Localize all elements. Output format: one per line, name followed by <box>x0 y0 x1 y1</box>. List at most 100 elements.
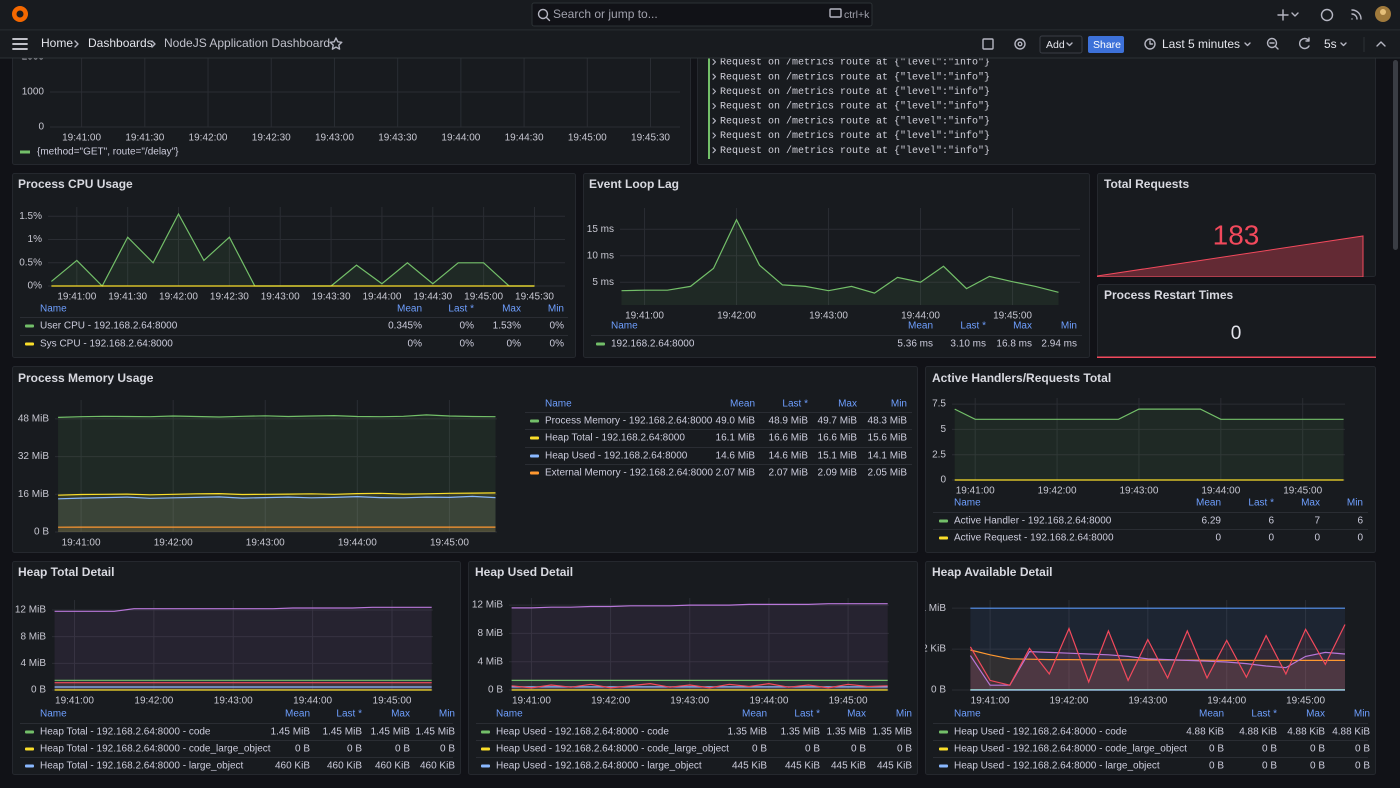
legend-header: Mean <box>397 304 422 315</box>
expand-icon <box>712 73 717 80</box>
legend-stat: 0 B <box>440 744 455 755</box>
series-line <box>969 624 1346 686</box>
area-fill <box>970 651 1345 690</box>
x-tick-label: 19:43:00 <box>261 292 300 303</box>
y-tick-label: 0 <box>940 475 946 486</box>
legend-header: Max <box>1013 321 1032 332</box>
legend-header: Max <box>847 709 866 720</box>
legend-stat: 4.88 KiB <box>1332 727 1370 738</box>
legend-swatch <box>530 419 539 423</box>
legend-swatch <box>481 730 490 734</box>
x-tick-label: 19:45:00 <box>829 696 868 707</box>
legend-stat: 2.07 MiB <box>769 468 809 479</box>
panel-title: Process Memory Usage <box>18 371 154 385</box>
legend-swatch <box>25 764 34 768</box>
time-picker[interactable]: Last 5 minutes <box>1144 37 1251 51</box>
breadcrumb[interactable]: Home <box>41 36 73 50</box>
legend-stat: 3.10 ms <box>950 339 986 350</box>
legend-stat: 0 B <box>395 744 410 755</box>
x-tick-label: 19:45:00 <box>373 696 412 707</box>
legend-swatch <box>530 454 539 458</box>
legend-stat: 0 B <box>1310 761 1325 772</box>
legend-stat: 49.0 MiB <box>716 416 756 427</box>
panel: Process Memory Usage 0 B 16 MiB 32 MiB 48 Mi… <box>12 366 918 553</box>
legend-stat: 445 KiB <box>831 761 866 772</box>
zoom-out-button[interactable] <box>1266 37 1279 50</box>
help-button[interactable] <box>1320 8 1334 22</box>
panel: Process Restart Times 0 <box>1097 284 1376 358</box>
x-tick-label: 19:44:00 <box>1201 486 1240 497</box>
menu-button[interactable] <box>12 38 28 50</box>
panel-bg <box>925 366 1376 553</box>
y-tick-label: 512 KiB <box>911 644 946 655</box>
refresh-interval[interactable]: 5s <box>1324 37 1347 51</box>
legend-stat: 14.1 MiB <box>868 451 908 462</box>
log-line: Request on /metrics route at {"level":"i… <box>720 71 990 83</box>
legend-stat: 445 KiB <box>732 761 767 772</box>
legend-header: Name <box>545 399 572 410</box>
legend-header: Last * <box>960 321 986 332</box>
avatar[interactable] <box>1375 6 1391 22</box>
legend-header: Name <box>611 321 638 332</box>
legend-label: Sys CPU - 192.168.2.64:8000 <box>40 339 173 350</box>
legend-label: Heap Total - 192.168.2.64:8000 - code <box>40 727 211 738</box>
panel: Active Handlers/Requests Total 0 2.5 5 7.5 19… <box>925 366 1376 553</box>
panel: 01000200019:41:0019:41:3019:42:0019:42:3… <box>12 40 691 165</box>
legend-label: External Memory - 192.168.2.64:8000 <box>545 468 713 479</box>
x-tick-label: 19:43:00 <box>1119 486 1158 497</box>
share-button[interactable]: Share <box>1088 36 1124 53</box>
area-fill <box>54 682 432 690</box>
area-fill <box>54 607 432 690</box>
x-tick-label: 19:41:00 <box>62 538 101 549</box>
x-tick-label: 19:43:00 <box>315 133 354 144</box>
search-placeholder: Search or jump to... <box>553 7 658 21</box>
legend-stat: 16.8 ms <box>996 339 1032 350</box>
legend-label: Process Memory - 192.168.2.64:8000 <box>545 416 713 427</box>
legend-label: User CPU - 192.168.2.64:8000 <box>40 321 178 332</box>
panel-title: Process Restart Times <box>1104 288 1234 302</box>
legend-stat: 0 B <box>1209 761 1224 772</box>
y-tick-label: 5 <box>940 424 946 435</box>
legend-stat: 0 B <box>1209 744 1224 755</box>
breadcrumb: NodeJS Application Dashboard <box>164 36 330 50</box>
legend-header: Max <box>1301 498 1320 509</box>
breadcrumb[interactable]: Dashboards <box>88 36 153 50</box>
y-tick-label: 1000 <box>22 87 45 98</box>
legend-swatch <box>481 764 490 768</box>
collapse-button[interactable] <box>1376 41 1386 47</box>
series-line <box>58 495 496 500</box>
legend-stat: 0 B <box>347 744 362 755</box>
panel-title: Active Handlers/Requests Total <box>932 371 1111 385</box>
expand-icon <box>712 132 717 139</box>
shortcut: ctrl+k <box>844 9 870 21</box>
area-fill <box>58 496 496 532</box>
area-fill <box>54 687 432 690</box>
y-tick-label: 0 B <box>931 685 946 696</box>
settings-button[interactable] <box>1014 38 1026 50</box>
search-box[interactable]: Search or jump to... ctrl+k <box>531 2 873 27</box>
logo[interactable] <box>12 6 28 22</box>
series-line <box>511 682 888 689</box>
time-range: Last 5 minutes <box>1162 37 1240 51</box>
x-tick-label: 19:43:00 <box>214 696 253 707</box>
x-tick-label: 19:43:00 <box>1128 696 1167 707</box>
y-tick-label: 4 MiB <box>477 656 503 667</box>
new-button[interactable] <box>1277 9 1299 21</box>
legend-stat: 0 B <box>1355 761 1370 772</box>
legend-stat: 2.07 MiB <box>716 468 756 479</box>
x-tick-label: 19:44:00 <box>362 292 401 303</box>
refresh-button[interactable] <box>1299 37 1310 50</box>
save-button[interactable] <box>982 38 994 50</box>
panel-title: Event Loop Lag <box>589 177 679 191</box>
legend-header: Last * <box>782 399 808 410</box>
x-tick-label: 19:43:30 <box>378 133 417 144</box>
legend-stat: 49.7 MiB <box>818 416 858 427</box>
add-button[interactable]: Add <box>1039 35 1083 54</box>
star-button[interactable] <box>329 37 343 50</box>
legend-swatch <box>481 747 490 751</box>
legend-stat: 0 B <box>1355 744 1370 755</box>
news-button[interactable] <box>1351 9 1362 20</box>
panel-bg <box>12 173 576 358</box>
scrollbar[interactable] <box>1393 60 1398 250</box>
legend-swatch <box>25 730 34 734</box>
